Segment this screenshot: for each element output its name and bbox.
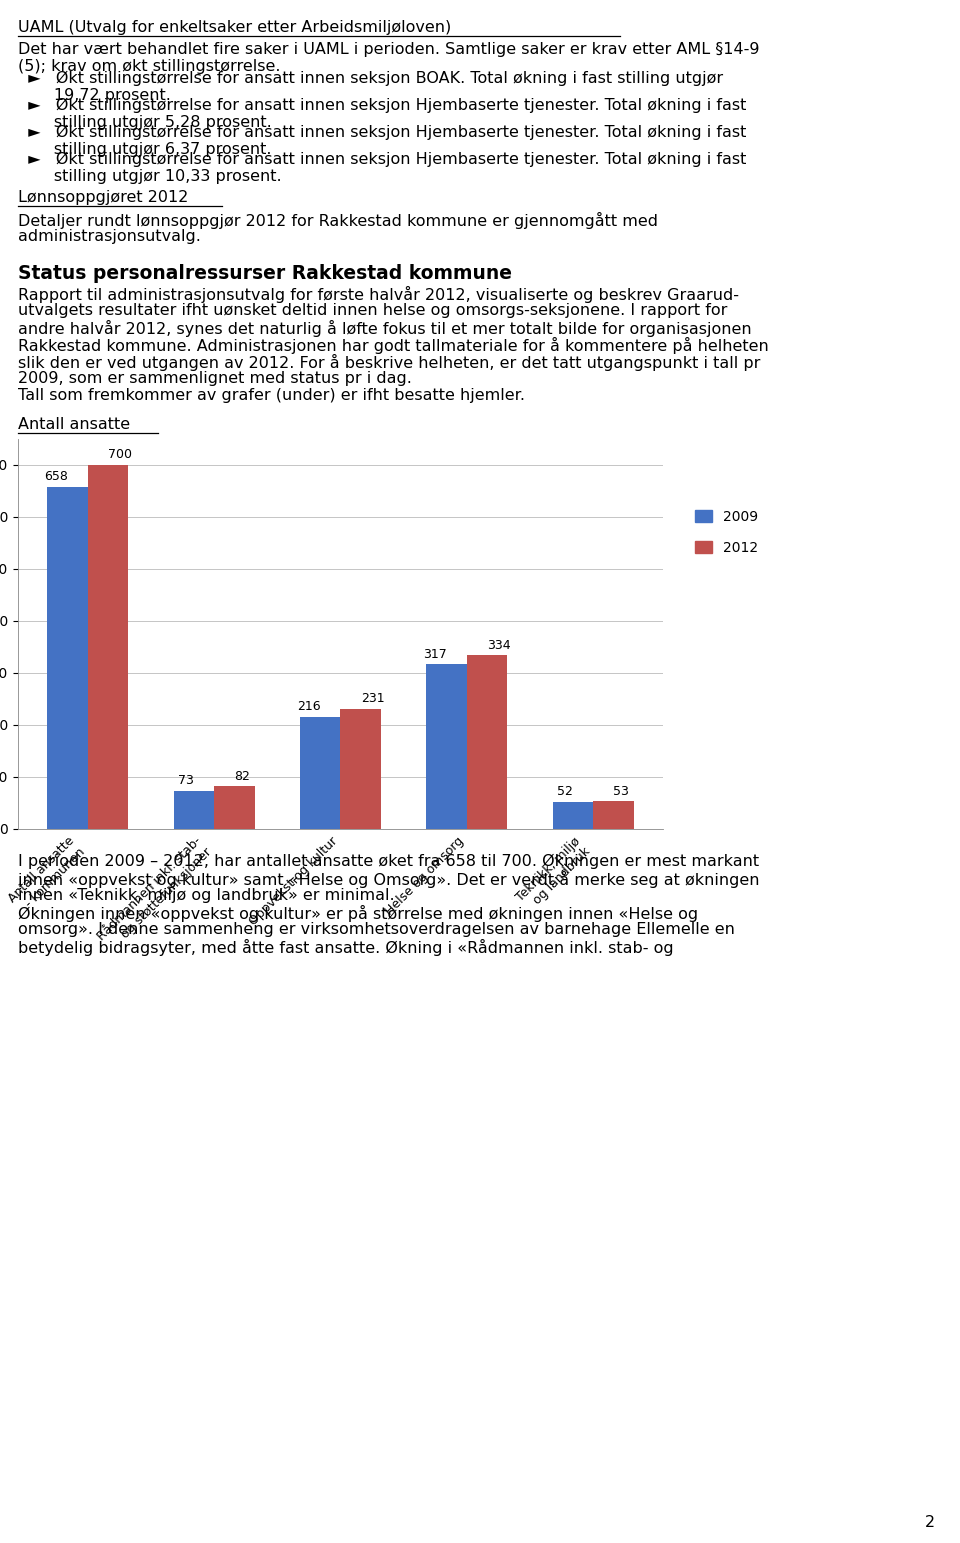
Text: 700: 700 [108, 449, 132, 461]
Bar [87, 464, 129, 829]
Text: UAML (Utvalg for enkeltsaker etter Arbeidsmiljøloven): UAML (Utvalg for enkeltsaker etter Arbei… [18, 20, 451, 35]
Bar [174, 792, 214, 829]
Bar [47, 488, 87, 829]
Text: 334: 334 [487, 639, 511, 651]
Bar [593, 801, 634, 829]
Text: 2009, som er sammenlignet med status pr i dag.: 2009, som er sammenlignet med status pr … [18, 370, 412, 386]
Bar [300, 716, 341, 829]
Text: 19,72 prosent.: 19,72 prosent. [18, 88, 171, 103]
Legend: 2009, 2012: 2009, 2012 [689, 505, 763, 560]
Text: 658: 658 [43, 471, 67, 483]
Text: ►   Økt stillingstørrelse for ansatt innen seksjon Hjembaserte tjenester. Total : ► Økt stillingstørrelse for ansatt innen… [18, 153, 746, 167]
Bar [341, 708, 381, 829]
Text: Rapport til administrasjonsutvalg for første halvår 2012, visualiserte og beskre: Rapport til administrasjonsutvalg for fø… [18, 285, 739, 302]
Bar [553, 802, 593, 829]
Text: innen «oppvekst og kultur» samt «Helse og Omsorg». Det er verdt å merke seg at ø: innen «oppvekst og kultur» samt «Helse o… [18, 870, 759, 889]
Text: (5); krav om økt stillingstørrelse.: (5); krav om økt stillingstørrelse. [18, 59, 280, 74]
Text: Det har vært behandlet fire saker i UAML i perioden. Samtlige saker er krav ette: Det har vært behandlet fire saker i UAML… [18, 42, 759, 57]
Text: 53: 53 [613, 785, 630, 798]
Text: omsorg». I denne sammenheng er virksomhetsoverdragelsen av barnehage Ellemelle e: omsorg». I denne sammenheng er virksomhe… [18, 923, 734, 937]
Text: 2: 2 [924, 1515, 935, 1531]
Text: ►   Økt stillingstørrelse for ansatt innen seksjon Hjembaserte tjenester. Total : ► Økt stillingstørrelse for ansatt innen… [18, 125, 746, 140]
Text: Økningen innen «oppvekst og kultur» er på størrelse med økningen innen «Helse og: Økningen innen «oppvekst og kultur» er p… [18, 906, 698, 923]
Text: stilling utgjør 10,33 prosent.: stilling utgjør 10,33 prosent. [18, 170, 281, 184]
Text: Lønnsoppgjøret 2012: Lønnsoppgjøret 2012 [18, 190, 188, 205]
Text: Detaljer rundt lønnsoppgjør 2012 for Rakkestad kommune er gjennomgått med: Detaljer rundt lønnsoppgjør 2012 for Rak… [18, 211, 658, 228]
Text: administrasjonsutvalg.: administrasjonsutvalg. [18, 228, 201, 244]
Text: Tall som fremkommer av grafer (under) er ifht besatte hjemler.: Tall som fremkommer av grafer (under) er… [18, 387, 525, 403]
Text: utvalgets resultater ifht uønsket deltid innen helse og omsorgs-seksjonene. I ra: utvalgets resultater ifht uønsket deltid… [18, 302, 728, 318]
Text: 52: 52 [557, 785, 573, 798]
Text: Rakkestad kommune. Administrasjonen har godt tallmateriale for å kommentere på h: Rakkestad kommune. Administrasjonen har … [18, 336, 769, 353]
Bar [214, 787, 254, 829]
Text: betydelig bidragsyter, med åtte fast ansatte. Økning i «Rådmannen inkl. stab- og: betydelig bidragsyter, med åtte fast ans… [18, 940, 674, 957]
Bar [467, 656, 507, 829]
Text: stilling utgjør 5,28 prosent.: stilling utgjør 5,28 prosent. [18, 116, 272, 130]
Text: stilling utgjør 6,37 prosent.: stilling utgjør 6,37 prosent. [18, 142, 272, 157]
Text: 216: 216 [297, 701, 321, 713]
Text: innen «Teknikk, miljø og landbruk» er minimal.: innen «Teknikk, miljø og landbruk» er mi… [18, 889, 395, 903]
Text: 231: 231 [361, 693, 384, 705]
Text: andre halvår 2012, synes det naturlig å løfte fokus til et mer totalt bilde for : andre halvår 2012, synes det naturlig å … [18, 319, 752, 336]
Text: 317: 317 [423, 648, 446, 660]
Text: slik den er ved utgangen av 2012. For å beskrive helheten, er det tatt utgangspu: slik den er ved utgangen av 2012. For å … [18, 353, 760, 370]
Text: ►   Økt stillingstørrelse for ansatt innen seksjon Hjembaserte tjenester. Total : ► Økt stillingstørrelse for ansatt innen… [18, 99, 746, 113]
Text: ►   Økt stillingstørrelse for ansatt innen seksjon BOAK. Total økning i fast sti: ► Økt stillingstørrelse for ansatt innen… [18, 71, 723, 86]
Text: Antall ansatte: Antall ansatte [18, 417, 131, 432]
Bar [426, 663, 467, 829]
Text: 82: 82 [234, 770, 251, 782]
Text: Status personalressurser Rakkestad kommune: Status personalressurser Rakkestad kommu… [18, 264, 512, 282]
Text: 73: 73 [178, 775, 194, 787]
Text: I perioden 2009 – 2012, har antallet ansatte øket fra 658 til 700. Økningen er m: I perioden 2009 – 2012, har antallet ans… [18, 853, 759, 869]
